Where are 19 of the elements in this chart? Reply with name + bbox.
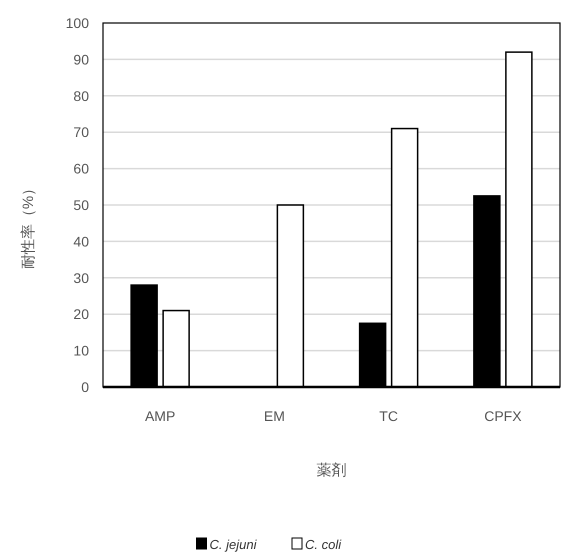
y-tick-label: 10 [73,342,90,359]
x-tick-label: TC [379,408,398,424]
y-tick-label: 50 [73,197,90,213]
x-tick-label: AMP [144,408,176,424]
y-tick-label: 30 [73,270,90,286]
y-tick-label: 60 [73,160,90,177]
legend-label: C. jejuni [210,537,258,552]
legend-label: C. coli [305,537,342,552]
y-tick-label: 40 [73,233,90,250]
y-tick-label: 80 [73,88,90,104]
y-axis-title: 耐性率（%） [20,180,37,270]
y-tick-label: 70 [73,124,90,140]
x-axis-title: 薬剤 [316,462,346,479]
x-tick-label: EM [264,408,285,424]
y-tick-label: 90 [73,51,90,68]
y-tick-label: 0 [81,379,90,395]
y-tick-label: 100 [66,15,90,31]
x-tick-label: CPFX [484,408,522,424]
y-tick-label: 20 [73,306,90,322]
